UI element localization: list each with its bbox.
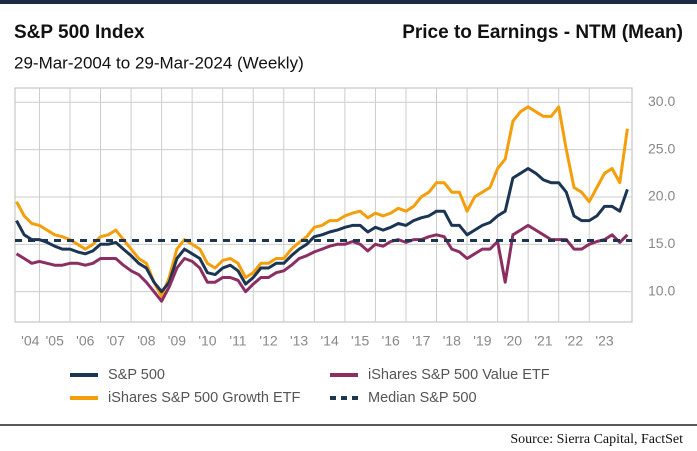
x-tick-label: '16 <box>382 333 400 349</box>
y-tick-label: 25.0 <box>648 140 675 156</box>
x-tick-label: '18 <box>443 333 461 349</box>
source: Source: Sierra Capital, FactSet <box>510 432 683 447</box>
subtitle: 29-Mar-2004 to 29-Mar-2024 (Weekly) <box>14 53 304 72</box>
legend-label: iShares S&P 500 Value ETF <box>368 367 550 383</box>
x-tick-label: '15 <box>351 333 369 349</box>
x-tick-label: '05 <box>46 333 64 349</box>
y-tick-label: 30.0 <box>648 93 675 109</box>
x-tick-label: '10 <box>198 333 216 349</box>
y-tick-label: 15.0 <box>648 235 675 251</box>
x-tick-label: '17 <box>412 333 430 349</box>
x-tick-label: '07 <box>107 333 125 349</box>
x-tick-label: '22 <box>565 333 583 349</box>
x-tick-label: '09 <box>168 333 186 349</box>
series-line <box>15 223 629 303</box>
x-tick-label: '04 <box>21 333 39 349</box>
x-tick-label: '21 <box>534 333 552 349</box>
x-tick-label: '06 <box>76 333 94 349</box>
x-tick-label: '14 <box>321 333 339 349</box>
plot-frame <box>14 87 633 323</box>
chart-title: S&P 500 Index <box>14 22 145 43</box>
legend-label: S&P 500 <box>108 367 165 383</box>
x-tick-label: '11 <box>229 333 246 349</box>
x-tick-label: '13 <box>290 333 308 349</box>
top-band <box>0 0 697 4</box>
legend-label: Median S&P 500 <box>368 390 477 406</box>
series-line <box>15 167 629 294</box>
x-tick-label: '12 <box>259 333 277 349</box>
x-tick-label: '20 <box>504 333 522 349</box>
x-tick-label: '08 <box>137 333 155 349</box>
legend-label: iShares S&P 500 Growth ETF <box>108 390 300 406</box>
right-title: Price to Earnings - NTM (Mean) <box>402 22 683 43</box>
series-line <box>15 105 629 298</box>
y-tick-label: 10.0 <box>648 282 675 298</box>
y-tick-label: 20.0 <box>648 188 675 204</box>
x-tick-label: '23 <box>595 333 613 349</box>
x-tick-label: '19 <box>473 333 491 349</box>
